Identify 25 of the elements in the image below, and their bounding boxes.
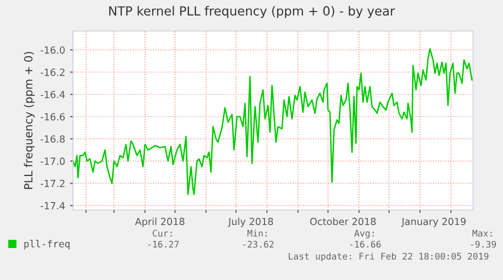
y-tick-label: -16.2 xyxy=(40,68,64,76)
text: Cur: xyxy=(152,230,172,237)
y-tick-label: -16.6 xyxy=(40,113,65,120)
text: -16.27 xyxy=(148,240,179,248)
x-tick-label: April 2018 xyxy=(135,218,184,228)
y-tick-label: -16.0 xyxy=(40,46,65,54)
text: -23.62 xyxy=(243,240,274,248)
y-axis-title: PLL frequency (ppm + 0) xyxy=(24,52,35,189)
x-tick-label: October 2018 xyxy=(310,218,376,226)
y-tick-label: -17.0 xyxy=(40,158,65,165)
text: Avg: xyxy=(354,230,374,238)
x-tick-label: July 2018 xyxy=(228,218,273,228)
y-tick-label: -16.8 xyxy=(40,135,65,143)
chart-title: NTP kernel PLL frequency (ppm + 0) - by year xyxy=(109,6,395,18)
x-tick-label: January 2019 xyxy=(401,218,466,228)
legend-label: pll-freq xyxy=(24,240,70,250)
line-series xyxy=(73,48,473,196)
y-tick-label: -17.4 xyxy=(40,202,65,210)
text: Max: xyxy=(472,230,492,237)
y-tick-label: -17.2 xyxy=(40,180,64,188)
text: -16.66 xyxy=(350,240,381,248)
y-tick-label: -16.4 xyxy=(40,90,65,98)
text: Min: xyxy=(248,230,267,237)
text: Last update: Fri Feb 22 18:00:05 2019 xyxy=(288,252,488,262)
text: -9.39 xyxy=(470,240,496,248)
